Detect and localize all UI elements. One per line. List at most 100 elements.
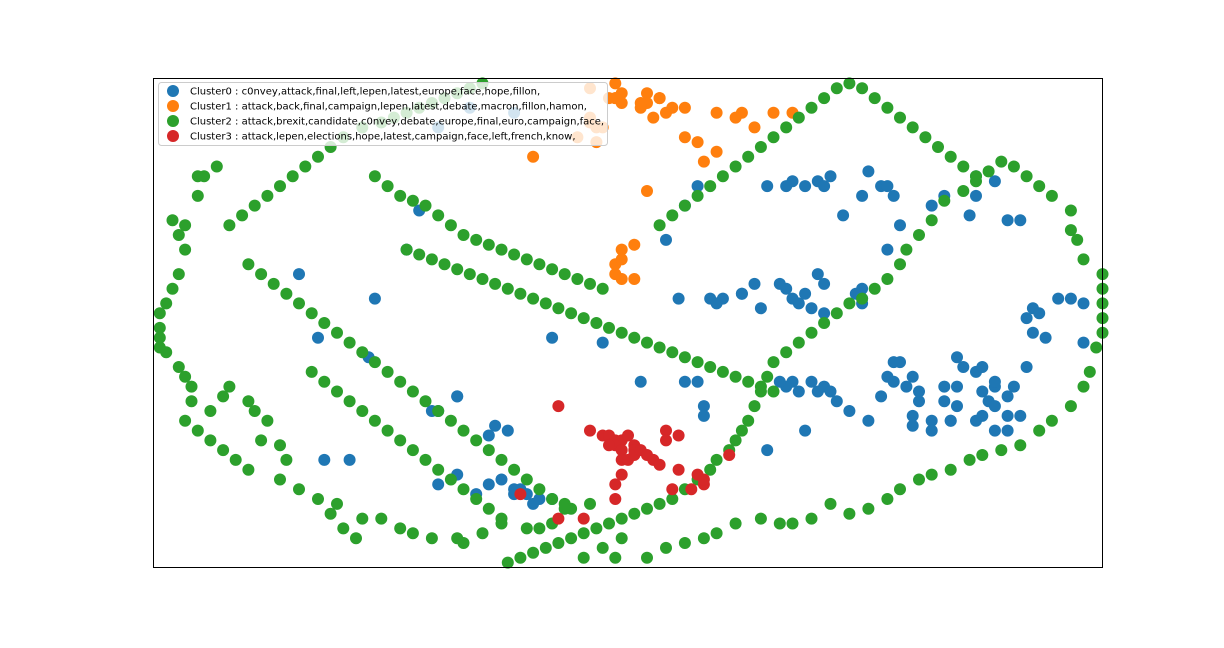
point-cluster2-55: [641, 551, 653, 564]
point-cluster2-228: [489, 277, 502, 290]
point-cluster2-268: [868, 92, 881, 105]
point-cluster1-23: [735, 106, 748, 119]
point-cluster1-2: [609, 77, 622, 90]
point-cluster2-113: [780, 346, 793, 359]
point-cluster0-110: [988, 375, 1001, 388]
point-cluster2-223: [425, 253, 438, 266]
point-cluster2-75: [995, 444, 1008, 457]
point-cluster2-186: [331, 326, 343, 339]
point-cluster2-261: [780, 121, 793, 134]
point-cluster0-134: [970, 189, 982, 202]
points-layer: [153, 77, 1109, 569]
legend-box: [158, 82, 608, 146]
point-cluster2-20: [204, 405, 217, 417]
point-cluster2-132: [590, 522, 603, 535]
point-cluster2-246: [716, 365, 729, 378]
point-cluster0-119: [773, 375, 786, 388]
point-cluster2-45: [520, 522, 533, 535]
point-cluster0-123: [799, 424, 812, 437]
point-cluster0-138: [925, 424, 938, 437]
point-cluster1-28: [691, 136, 704, 149]
point-cluster2-122: [710, 453, 723, 466]
point-cluster2-111: [805, 326, 818, 339]
point-cluster3-32: [514, 488, 527, 501]
point-cluster0-43: [754, 302, 767, 315]
point-cluster0-38: [691, 180, 704, 193]
point-cluster2-257: [729, 160, 742, 173]
point-cluster2-199: [495, 453, 508, 466]
point-cluster3-22: [672, 463, 685, 476]
point-cluster0-99: [1033, 307, 1046, 320]
point-cluster2-211: [381, 424, 394, 437]
point-cluster2-30: [293, 483, 305, 496]
point-cluster0-48: [799, 180, 812, 193]
point-cluster2-224: [438, 258, 451, 271]
point-cluster2-43: [476, 527, 489, 540]
point-cluster2-131: [603, 517, 615, 530]
point-cluster0-90: [976, 385, 989, 398]
point-cluster2-230: [514, 287, 527, 300]
point-cluster3-0: [552, 400, 565, 413]
point-cluster0-83: [944, 414, 957, 427]
point-cluster2-232: [539, 297, 552, 310]
point-cluster2-22: [223, 380, 236, 393]
legend-label-cluster1: Cluster1 : attack,back,final,campaign,le…: [190, 102, 587, 113]
point-cluster2-57: [678, 537, 691, 549]
point-cluster2-27: [274, 439, 286, 452]
point-cluster0-121: [830, 395, 843, 408]
legend-marker-cluster3: [167, 130, 179, 142]
point-cluster2-197: [470, 434, 483, 447]
point-cluster0-85: [976, 409, 989, 422]
point-cluster2-63: [786, 517, 799, 530]
point-cluster2-93: [1033, 180, 1046, 193]
point-cluster2-187: [343, 336, 356, 349]
point-cluster2-140: [368, 170, 381, 183]
point-cluster2-126: [666, 493, 679, 505]
point-cluster2-152: [520, 253, 533, 266]
point-cluster2-128: [641, 502, 653, 515]
point-cluster2-60: [729, 517, 742, 530]
point-cluster0-61: [881, 180, 894, 193]
point-cluster0-122: [843, 405, 856, 417]
point-cluster1-20: [678, 101, 691, 114]
point-cluster2-102: [913, 229, 925, 241]
point-cluster0-71: [894, 356, 906, 369]
point-cluster0-15: [495, 473, 508, 486]
point-cluster3-7: [603, 439, 615, 452]
point-cluster0-32: [691, 375, 704, 388]
point-cluster2-178: [223, 219, 236, 232]
point-cluster0-112: [887, 375, 900, 388]
point-cluster2-202: [533, 483, 546, 496]
point-cluster0-27: [318, 453, 331, 466]
point-cluster2-100: [938, 194, 951, 207]
point-cluster2-0: [210, 160, 223, 173]
point-cluster2-222: [413, 248, 426, 261]
point-cluster2-92: [1045, 189, 1058, 202]
point-cluster2-6: [172, 229, 185, 241]
point-cluster2-16: [172, 361, 185, 373]
point-cluster2-120: [729, 434, 742, 447]
point-cluster2-156: [571, 273, 584, 285]
legend-entry-cluster1: Cluster1 : attack,back,final,campaign,le…: [167, 100, 587, 113]
point-cluster0-109: [976, 361, 989, 373]
point-cluster2-259: [754, 141, 767, 153]
point-cluster1-24: [767, 106, 780, 119]
point-cluster2-233: [552, 302, 565, 315]
point-cluster2-141: [381, 180, 394, 193]
point-cluster0-33: [697, 400, 710, 413]
point-cluster0-136: [988, 175, 1001, 188]
point-cluster2-195: [444, 414, 457, 427]
point-cluster2-138: [514, 551, 527, 564]
point-cluster2-216: [444, 473, 457, 486]
point-cluster2-175: [261, 189, 274, 202]
point-cluster2-103: [900, 243, 913, 256]
point-cluster2-8: [172, 268, 185, 281]
point-cluster2-53: [577, 551, 590, 564]
point-cluster2-112: [792, 336, 805, 349]
point-cluster2-114: [767, 356, 780, 369]
point-cluster2-274: [944, 150, 957, 163]
point-cluster2-176: [248, 199, 261, 212]
point-cluster2-4: [166, 214, 179, 227]
point-cluster2-18: [185, 380, 198, 393]
point-cluster2-275: [957, 160, 970, 173]
